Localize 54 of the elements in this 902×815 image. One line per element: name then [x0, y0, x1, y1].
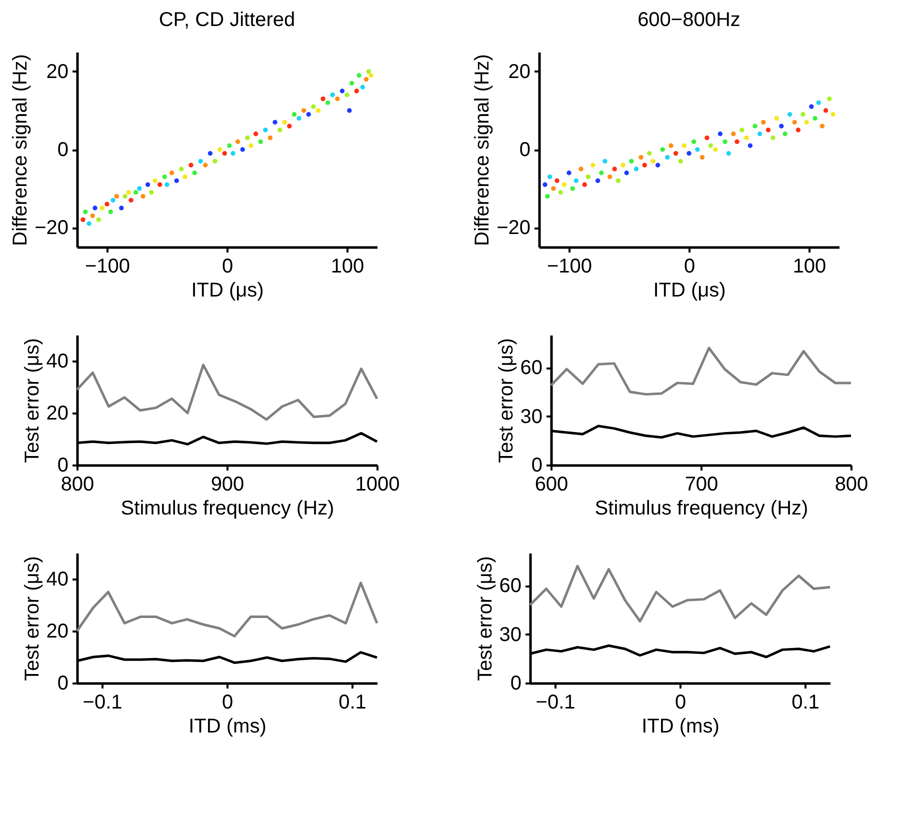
x-tick-label: −100	[84, 256, 130, 278]
x-tick-label: 0	[222, 692, 234, 714]
y-tick-label: 30	[520, 406, 542, 428]
x-axis-title: ITD (ms)	[642, 716, 720, 738]
y-tick-label: 0	[57, 672, 68, 694]
y-axis-title: Test error (μs)	[495, 338, 518, 463]
x-tick-label: 0	[222, 256, 234, 278]
y-tick-label: 40	[46, 350, 68, 372]
x-axis-title: Stimulus frequency (Hz)	[120, 498, 334, 520]
y-axis-title: Difference signal (Hz)	[10, 54, 32, 246]
x-tick-label: −100	[546, 256, 592, 278]
line-series	[76, 582, 378, 638]
y-tick-label: 0	[519, 139, 530, 161]
chart-title: 600−800Hz	[638, 9, 740, 31]
line-series	[528, 564, 832, 622]
x-tick-label: −0.1	[536, 692, 576, 714]
y-axis-title: Difference signal (Hz)	[472, 54, 494, 246]
y-tick-label: −20	[34, 217, 68, 239]
y-tick-label: 40	[46, 568, 68, 590]
y-axis-title: Test error (μs)	[21, 338, 44, 463]
x-axis-title: ITD (μs)	[653, 280, 726, 302]
y-tick-label: 20	[46, 402, 68, 424]
y-tick-label: 20	[46, 61, 68, 83]
x-tick-label: 0.1	[338, 692, 366, 714]
x-tick-label: 1000	[355, 474, 400, 496]
x-tick-label: 100	[792, 256, 826, 278]
y-tick-label: 60	[499, 575, 522, 597]
x-tick-label: 100	[330, 256, 364, 278]
y-axis-title: Test error (μs)	[474, 556, 496, 681]
x-axis-title: Stimulus frequency (Hz)	[594, 498, 808, 520]
x-axis-title: ITD (ms)	[188, 716, 266, 738]
line-series	[550, 346, 852, 396]
x-tick-label: 0	[674, 692, 686, 714]
y-axis-title: Test error (μs)	[21, 556, 44, 681]
y-tick-label: 0	[57, 454, 68, 476]
x-tick-label: 700	[684, 474, 718, 496]
y-tick-label: 0	[510, 672, 522, 694]
y-tick-label: −20	[496, 217, 530, 239]
y-tick-label: 20	[508, 61, 530, 83]
y-tick-label: 0	[57, 139, 68, 161]
line-series	[76, 364, 378, 421]
x-tick-label: 0	[684, 256, 696, 278]
x-tick-label: 0.1	[792, 692, 820, 714]
y-tick-label: 60	[520, 357, 542, 379]
x-axis-title: ITD (μs)	[191, 280, 264, 302]
chart-title: CP, CD Jittered	[158, 9, 296, 31]
y-tick-label: 0	[531, 454, 542, 476]
x-tick-label: 600	[534, 474, 568, 496]
x-tick-label: 800	[834, 474, 868, 496]
y-tick-label: 20	[46, 620, 68, 642]
x-tick-label: 800	[60, 474, 94, 496]
x-tick-label: −0.1	[82, 692, 122, 714]
y-tick-label: 30	[499, 624, 522, 646]
x-tick-label: 900	[210, 474, 244, 496]
